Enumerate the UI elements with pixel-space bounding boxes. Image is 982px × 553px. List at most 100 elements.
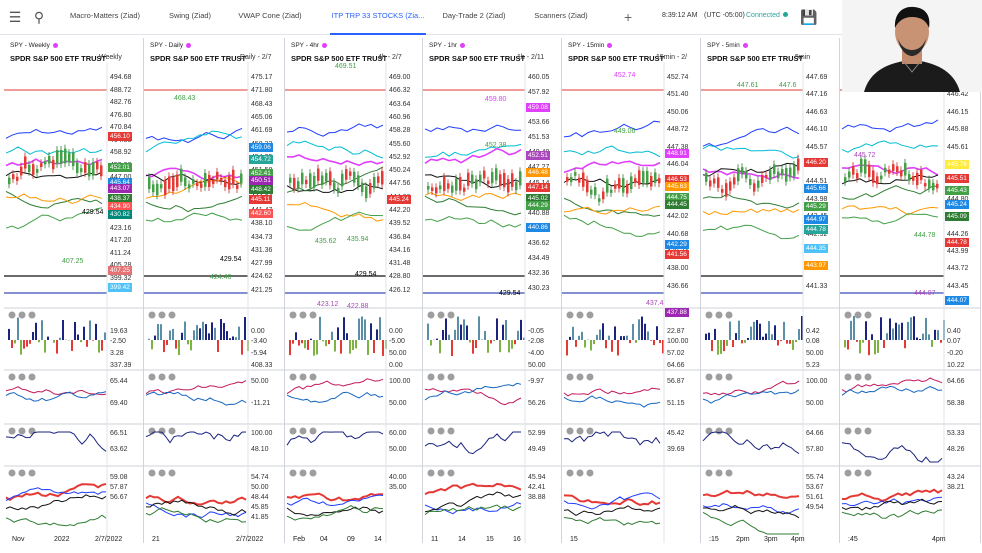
price-tick-label: 447.27: [528, 164, 549, 171]
menu-icon[interactable]: ☰: [8, 9, 22, 25]
histogram-bar: [178, 340, 180, 356]
price-tick-label: 482.76: [110, 99, 132, 107]
price-tag: 445.02: [526, 194, 550, 203]
oscillator-line: [424, 491, 522, 513]
chart-canvas[interactable]: [701, 38, 839, 543]
chart-canvas[interactable]: [562, 38, 700, 543]
pane-tool-icon: [576, 311, 584, 319]
histogram-bar: [717, 340, 719, 355]
chart-canvas[interactable]: [423, 38, 561, 543]
candle: [793, 164, 796, 177]
candle: [216, 171, 219, 180]
price-tick-label: 411.24: [110, 249, 131, 257]
tab-itp-trp-33-stocks[interactable]: ITP TRP 33 STOCKS (Zia...: [330, 0, 426, 35]
chart-pane-3[interactable]: SPY - 4hr SPDR S&P 500 ETF TRUST 4h - 2/7 4…: [285, 38, 423, 543]
indicator-value: 48.10: [251, 446, 269, 453]
price-tick-label: 434.49: [528, 254, 550, 262]
price-annotation: 424.40: [210, 274, 232, 281]
price-tag: 446.48: [526, 168, 550, 177]
candle: [443, 176, 446, 191]
timezone[interactable]: (UTC -05:00): [704, 12, 745, 19]
price-tick-label: 442.20: [389, 206, 411, 214]
indicator-value: 100.00: [806, 378, 828, 385]
tab-scanners[interactable]: Scanners (Ziad): [534, 11, 588, 20]
pane-tool-icon: [148, 373, 156, 381]
candle: [924, 183, 927, 187]
pane-tool-icon: [715, 469, 723, 477]
pane-timeframe: 4h - 2/7: [378, 54, 402, 61]
chart-pane-1[interactable]: SPY - Weekly SPDR S&P 500 ETF TRUST Weekly…: [4, 38, 144, 543]
candle: [848, 171, 851, 178]
histogram-bar: [104, 332, 106, 340]
pane-symbol-label[interactable]: SPY - 4hr: [291, 42, 328, 49]
chart-pane-6[interactable]: SPY - 5min SPDR S&P 500 ETF TRUST 5min 447.…: [701, 38, 840, 543]
pane-symbol-label[interactable]: SPY - 5min: [707, 42, 748, 49]
pane-tool-icon: [309, 373, 317, 381]
candle: [705, 173, 708, 182]
histogram-bar: [786, 340, 788, 344]
indicator-line: [145, 212, 243, 223]
chart-pane-4[interactable]: SPY - 1hr SPDR S&P 500 ETF TRUST 1h - 2/11…: [423, 38, 562, 543]
pane-symbol-label[interactable]: SPY - Weekly: [10, 42, 58, 49]
histogram-bar: [95, 323, 97, 340]
candle: [904, 162, 907, 176]
histogram-bar: [301, 340, 303, 344]
histogram-bar: [475, 340, 477, 349]
time-axis-label: 3pm: [764, 536, 778, 543]
histogram-bar: [313, 340, 315, 356]
chart-canvas[interactable]: [4, 38, 143, 543]
indicator-value: 48.26: [947, 446, 965, 453]
histogram-bar: [26, 340, 28, 347]
candle: [44, 160, 47, 165]
indicator-value: -3.40: [251, 338, 267, 345]
price-tick-label: 447.16: [806, 91, 828, 99]
pane-symbol-label[interactable]: SPY - 1hr: [429, 42, 466, 49]
candle: [232, 169, 235, 185]
price-tick-label: 424.62: [251, 273, 273, 281]
pane-symbol-label[interactable]: SPY - 15min: [568, 42, 613, 49]
chart-canvas[interactable]: [840, 38, 980, 543]
indicator-value: 39.69: [667, 446, 685, 453]
save-icon[interactable]: 💾: [800, 9, 818, 25]
histogram-bar: [735, 333, 737, 340]
indicator-line: [5, 207, 103, 230]
price-tick-label: 432.36: [528, 269, 550, 277]
indicator-line: [424, 147, 522, 164]
histogram-bar: [148, 338, 150, 340]
histogram-bar: [883, 340, 885, 348]
tab-vwap-cone[interactable]: VWAP Cone (Ziad): [238, 11, 302, 20]
histogram-bar: [98, 340, 100, 353]
chart-canvas[interactable]: [144, 38, 284, 543]
histogram-bar: [184, 321, 186, 340]
plus-icon[interactable]: +: [624, 9, 633, 25]
candle: [447, 183, 450, 189]
histogram-bar: [92, 340, 94, 341]
chart-pane-7[interactable]: 446.69446.42446.15445.88445.61445.34445.…: [840, 38, 981, 543]
pane-tool-icon: [705, 427, 713, 435]
tab-macro-matters[interactable]: Macro-Matters (Ziad): [69, 11, 140, 20]
pane-timeframe: Weekly: [99, 54, 122, 61]
price-tick-label: 434.16: [389, 246, 411, 254]
histogram-bar: [913, 316, 915, 340]
indicator-value: 55.74: [806, 474, 824, 481]
candle: [64, 148, 67, 164]
histogram-bar: [220, 319, 222, 340]
indicator-value: 40.00: [389, 474, 407, 481]
price-annotation: 429.54: [499, 290, 521, 297]
indicator-line: [841, 185, 939, 200]
indicator-line: [5, 193, 103, 205]
tab-day-trade-2[interactable]: Day-Trade 2 (Ziad): [442, 11, 506, 20]
chart-canvas[interactable]: [285, 38, 422, 543]
pane-symbol-label[interactable]: SPY - Daily: [150, 42, 192, 49]
candle: [507, 179, 510, 193]
pane-tool-icon: [566, 311, 574, 319]
pane-tool-icon: [447, 469, 455, 477]
candle: [52, 159, 55, 170]
oscillator-line: [702, 431, 800, 455]
search-icon[interactable]: ⚲: [33, 9, 45, 25]
indicator-line: [286, 123, 384, 137]
chart-pane-5[interactable]: SPY - 15min SPDR S&P 500 ETF TRUST 15min -…: [562, 38, 701, 543]
tab-swing[interactable]: Swing (Ziad): [168, 11, 212, 20]
candle: [570, 177, 573, 183]
chart-pane-2[interactable]: SPY - Daily SPDR S&P 500 ETF TRUST Daily -…: [144, 38, 285, 543]
